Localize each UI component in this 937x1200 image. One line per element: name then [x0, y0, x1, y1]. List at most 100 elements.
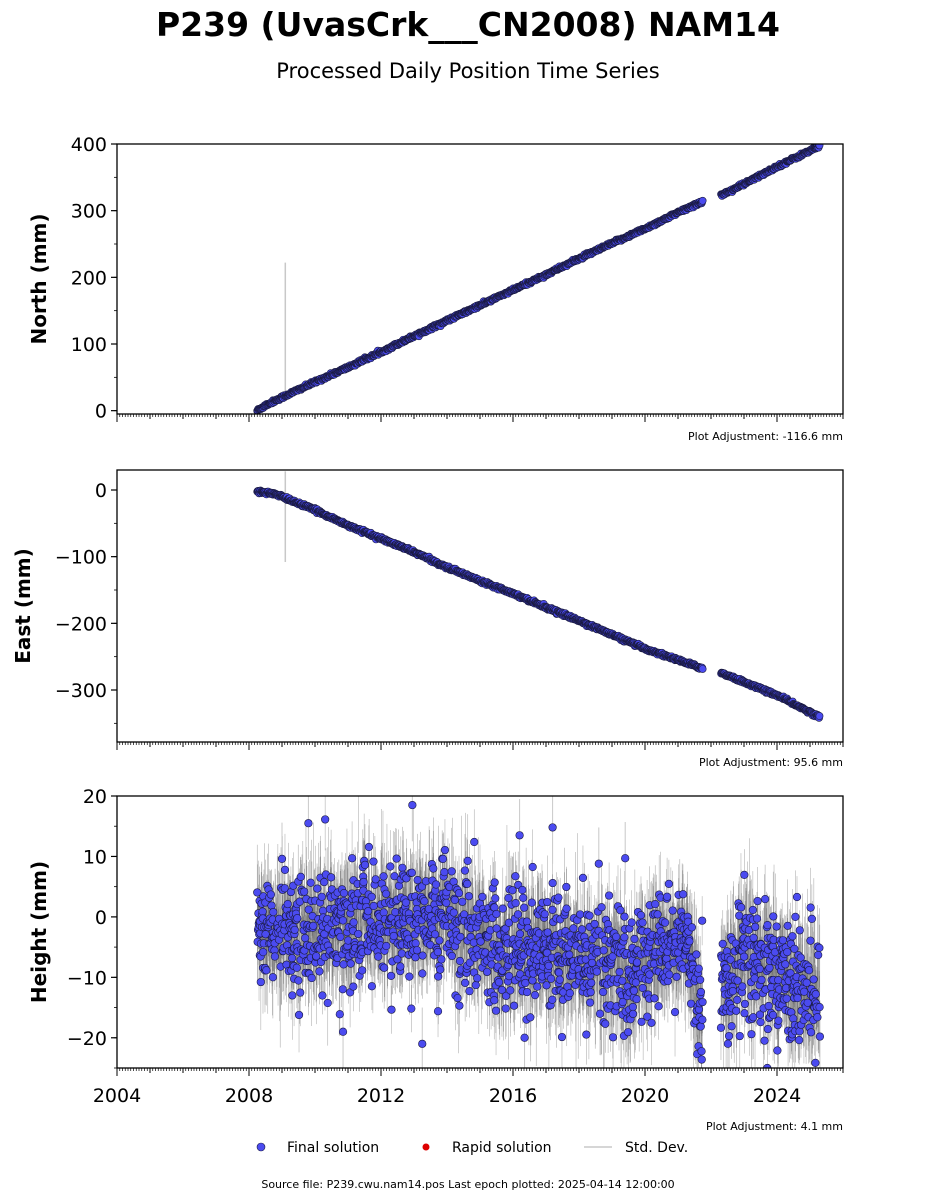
height-final-point — [582, 1030, 591, 1039]
height-final-point — [740, 1009, 749, 1018]
east-plot-adjustment: Plot Adjustment: 95.6 mm — [699, 756, 843, 769]
height-final-point — [300, 887, 309, 896]
height-final-point — [442, 898, 451, 907]
height-final-point — [491, 894, 500, 903]
height-final-point — [796, 953, 805, 962]
height-final-point — [585, 911, 594, 920]
height-final-point — [604, 891, 614, 900]
height-final-point — [339, 960, 348, 969]
height-final-point — [464, 892, 474, 901]
height-final-point — [336, 932, 345, 942]
height-final-point — [386, 862, 395, 871]
height-final-point — [753, 896, 762, 906]
height-final-point — [392, 854, 401, 863]
height-final-point — [722, 963, 731, 973]
height-final-point — [548, 905, 557, 914]
height-final-point — [360, 860, 370, 870]
east-ytick-label: −100 — [55, 547, 107, 569]
height-final-point — [694, 964, 703, 973]
height-final-point — [380, 963, 389, 972]
height-final-point — [664, 879, 673, 888]
height-final-point — [455, 956, 465, 966]
height-final-point — [692, 950, 701, 959]
height-final-point — [339, 889, 349, 898]
height-xtick-label: 2004 — [93, 1085, 141, 1107]
legend-rapid-marker — [422, 1143, 430, 1151]
height-final-point — [653, 910, 662, 919]
height-final-point — [429, 864, 438, 873]
height-final-point — [647, 1018, 656, 1027]
height-final-point — [795, 1036, 804, 1045]
height-final-point — [283, 899, 292, 909]
height-final-point — [413, 875, 422, 885]
height-final-point — [740, 870, 749, 879]
height-final-point — [740, 952, 749, 961]
height-final-point — [576, 910, 585, 919]
height-xtick-label: 2016 — [489, 1085, 537, 1107]
height-final-point — [806, 1028, 816, 1037]
height-outlier-point — [277, 854, 287, 863]
height-final-point — [307, 973, 316, 983]
height-final-point — [407, 1004, 416, 1013]
height-final-point — [813, 1013, 822, 1022]
figure-title: P239 (UvasCrk___CN2008) NAM14 — [156, 5, 780, 44]
east-final-point — [698, 665, 707, 673]
east-panel: 0 −100 −200 −300 East (mm) — [11, 469, 844, 750]
height-final-point — [781, 960, 790, 969]
height-final-point — [540, 910, 549, 919]
height-final-point — [698, 997, 707, 1007]
height-final-point — [294, 1010, 304, 1020]
height-final-point — [806, 936, 815, 945]
height-final-point — [483, 967, 492, 977]
height-final-point — [546, 974, 556, 983]
height-final-point — [763, 920, 772, 930]
height-final-point — [335, 1010, 344, 1019]
height-final-point — [405, 972, 414, 981]
height-final-point — [364, 907, 373, 916]
height-final-point — [544, 961, 553, 970]
height-xtick-label: 2008 — [225, 1085, 273, 1107]
height-outlier-point — [515, 831, 524, 840]
height-final-point — [630, 934, 639, 944]
height-final-point — [349, 918, 358, 927]
height-final-point — [505, 972, 514, 981]
height-final-point — [670, 1008, 680, 1017]
height-final-point — [636, 911, 646, 920]
height-final-point — [437, 955, 446, 964]
height-final-point — [548, 878, 557, 888]
height-final-point — [440, 868, 449, 877]
height-final-point — [735, 1031, 744, 1041]
height-final-point — [807, 914, 816, 923]
height-final-point — [478, 892, 487, 901]
height-final-point — [433, 947, 442, 957]
height-final-point — [737, 903, 746, 912]
height-final-point — [733, 976, 742, 985]
north-panel: 0 100 200 300 400 North (mm) — [27, 134, 844, 423]
north-final-point — [815, 144, 824, 150]
north-ytick-label: 300 — [71, 201, 107, 223]
height-final-point — [401, 898, 411, 907]
height-final-point — [434, 972, 443, 981]
height-final-point — [349, 982, 358, 991]
height-final-point — [280, 884, 289, 893]
height-final-point — [382, 889, 391, 898]
height-outlier-point — [408, 800, 417, 810]
height-final-point — [654, 1002, 663, 1011]
height-final-point — [624, 1028, 633, 1037]
height-final-point — [501, 1004, 510, 1013]
east-ytick-label: −200 — [55, 613, 107, 635]
height-final-point — [358, 966, 367, 975]
height-final-point — [456, 932, 465, 941]
height-final-point — [396, 962, 405, 971]
height-final-point — [447, 867, 456, 876]
height-final-point — [407, 868, 416, 877]
height-final-point — [672, 972, 681, 981]
height-final-point — [369, 901, 378, 911]
height-final-point — [592, 967, 601, 976]
height-final-point — [382, 941, 391, 951]
height-final-point — [696, 987, 706, 997]
height-final-point — [431, 880, 441, 889]
height-final-point — [632, 958, 642, 967]
height-final-point — [369, 857, 378, 866]
height-final-point — [774, 1016, 783, 1025]
